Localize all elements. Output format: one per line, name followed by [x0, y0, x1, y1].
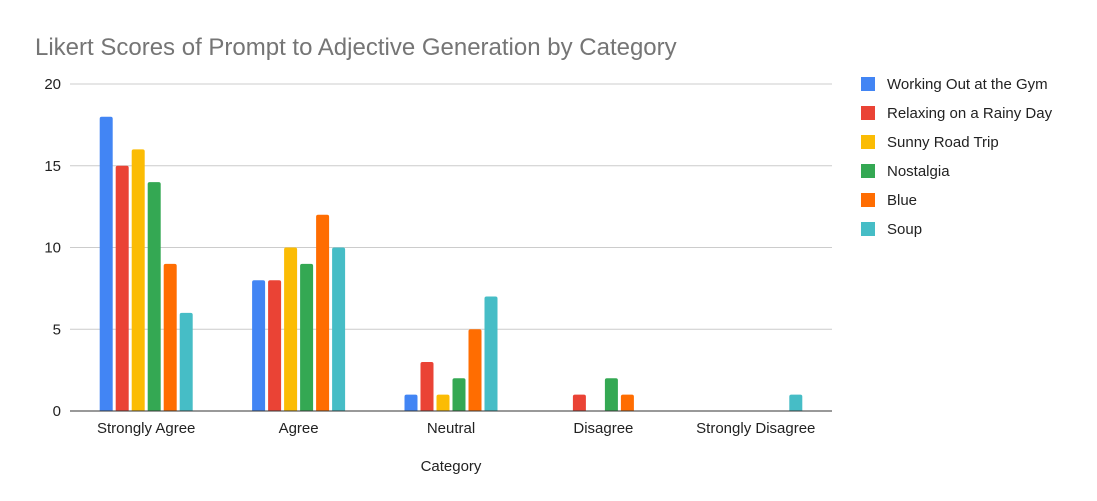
- x-tick-label: Strongly Disagree: [696, 420, 815, 437]
- bar: [252, 280, 266, 411]
- bar: [468, 329, 482, 411]
- bar: [300, 263, 314, 411]
- legend-label: Soup: [887, 221, 922, 238]
- bar: [284, 247, 298, 411]
- bar: [404, 394, 418, 411]
- bar: [484, 296, 498, 411]
- legend-label: Nostalgia: [887, 163, 950, 180]
- bar: [332, 247, 346, 411]
- bar: [179, 312, 193, 411]
- bar: [268, 280, 282, 411]
- bar: [420, 361, 434, 411]
- bar: [131, 149, 145, 411]
- bar: [115, 165, 129, 411]
- bar: [163, 263, 177, 411]
- x-tick-label: Agree: [279, 420, 319, 437]
- y-axis-tick-labels: 0 5 10 15 20: [44, 76, 61, 420]
- bars: [99, 116, 803, 411]
- legend-swatch: [861, 193, 875, 207]
- bar: [452, 378, 466, 411]
- bar: [604, 378, 618, 411]
- gridlines: [70, 83, 832, 330]
- legend-swatch: [861, 222, 875, 236]
- legend-swatch: [861, 106, 875, 120]
- legend-swatch: [861, 135, 875, 149]
- y-tick-label: 20: [44, 76, 61, 93]
- bar: [572, 394, 586, 411]
- x-tick-label: Disagree: [573, 420, 633, 437]
- x-tick-label: Neutral: [427, 420, 475, 437]
- bar: [620, 394, 634, 411]
- x-axis-tick-labels: Strongly Agree Agree Neutral Disagree Strong…: [97, 420, 815, 437]
- bar: [147, 182, 161, 411]
- bar: [316, 214, 330, 411]
- bar: [436, 394, 450, 411]
- legend-label: Working Out at the Gym: [887, 76, 1048, 93]
- y-tick-label: 10: [44, 240, 61, 257]
- y-tick-label: 5: [53, 321, 61, 338]
- bar: [789, 394, 803, 411]
- legend-label: Relaxing on a Rainy Day: [887, 105, 1053, 122]
- x-axis-title: Category: [421, 458, 482, 475]
- bar: [99, 116, 113, 411]
- legend-swatch: [861, 77, 875, 91]
- legend-label: Sunny Road Trip: [887, 134, 999, 151]
- chart-title: Likert Scores of Prompt to Adjective Gen…: [35, 34, 677, 61]
- legend-swatch: [861, 164, 875, 178]
- legend-label: Blue: [887, 192, 917, 209]
- y-tick-label: 15: [44, 158, 61, 175]
- y-tick-label: 0: [53, 403, 61, 420]
- legend: Working Out at the Gym Relaxing on a Rain…: [861, 76, 1053, 238]
- x-tick-label: Strongly Agree: [97, 420, 195, 437]
